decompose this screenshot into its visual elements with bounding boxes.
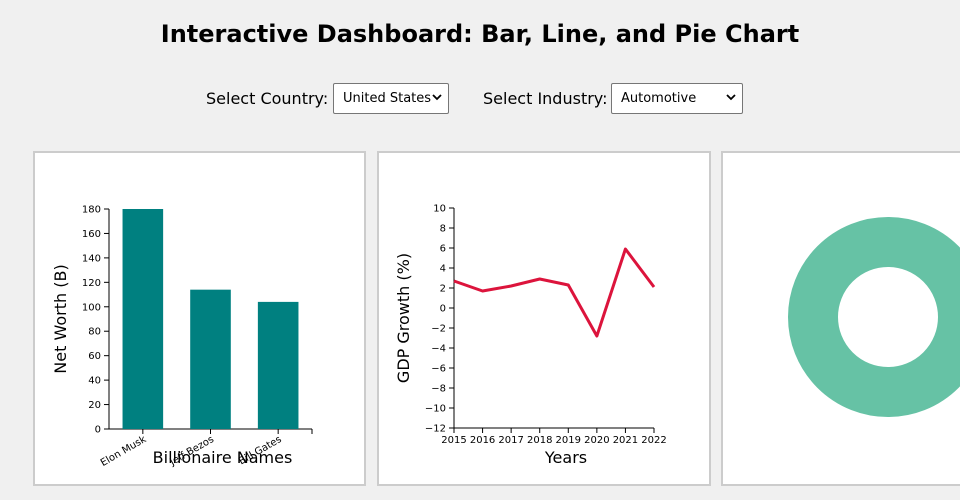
x-tick-label: 2018 — [527, 435, 552, 446]
y-axis-label: GDP Growth (%) — [394, 253, 413, 383]
pie-chart — [788, 217, 960, 417]
x-axis-label: Years — [544, 448, 587, 467]
y-tick-label: 6 — [440, 244, 446, 255]
y-tick-label: 8 — [440, 224, 446, 235]
y-tick-label: 60 — [88, 351, 101, 362]
industry-select[interactable]: Automotive — [611, 83, 743, 114]
y-tick-label: 40 — [88, 376, 101, 387]
bar — [257, 301, 299, 429]
y-tick-label: −8 — [431, 384, 446, 395]
y-tick-label: 20 — [88, 400, 101, 411]
y-tick-label: 180 — [82, 205, 101, 216]
bar — [122, 209, 164, 429]
industry-select-label: Select Industry: — [483, 89, 608, 108]
y-tick-label: −6 — [431, 364, 446, 375]
x-tick-label: Elon Musk — [99, 434, 149, 469]
x-tick-label: 2019 — [556, 435, 581, 446]
x-tick-label: 2016 — [470, 435, 495, 446]
x-tick-label: 2015 — [441, 435, 466, 446]
x-tick-label: 2017 — [498, 435, 523, 446]
bar-chart-panel: 0 20 40 60 80 100 120 140 160 180 Elon Musk Jeff Be… — [33, 151, 366, 486]
bar — [190, 289, 231, 429]
y-tick-label: 4 — [440, 264, 446, 275]
y-tick-label: 0 — [440, 304, 446, 315]
country-select-label: Select Country: — [206, 89, 329, 108]
y-tick-label: 0 — [95, 425, 101, 436]
page-title: Interactive Dashboard: Bar, Line, and Pi… — [160, 20, 800, 48]
y-tick-label: −10 — [425, 404, 446, 415]
y-tick-label: −12 — [425, 424, 446, 435]
y-axis-label: Net Worth (B) — [51, 264, 70, 373]
y-tick-label: −2 — [431, 324, 446, 335]
x-tick-label: 2020 — [584, 435, 609, 446]
y-tick-label: 10 — [433, 204, 446, 215]
y-tick-label: 140 — [82, 253, 101, 264]
country-select[interactable]: United States — [333, 83, 449, 114]
pie-slice — [788, 217, 960, 417]
y-tick-label: 100 — [82, 302, 101, 313]
series-line — [453, 247, 656, 338]
y-tick-label: 160 — [82, 229, 101, 240]
industry-select-value: Automotive — [621, 91, 697, 106]
y-tick-label: 2 — [440, 284, 446, 295]
x-tick-label: 2021 — [613, 435, 638, 446]
line-chart-panel: −12 −10 −8 −6 −4 −2 0 2 4 6 8 10 2015 2016 2017 2018 201… — [377, 151, 711, 486]
pie-chart-panel — [721, 151, 960, 486]
line-chart: −12 −10 −8 −6 −4 −2 0 2 4 6 8 10 2015 2016 2017 2018 201… — [394, 204, 667, 468]
y-tick-label: 120 — [82, 278, 101, 289]
y-tick-label: 80 — [88, 327, 101, 338]
y-tick-label: −4 — [431, 344, 446, 355]
chevron-down-icon — [432, 94, 442, 101]
x-axis-label: Billionaire Names — [153, 448, 293, 467]
country-select-value: United States — [343, 91, 432, 106]
x-tick-label: 2022 — [641, 435, 666, 446]
chevron-down-icon — [726, 94, 736, 101]
